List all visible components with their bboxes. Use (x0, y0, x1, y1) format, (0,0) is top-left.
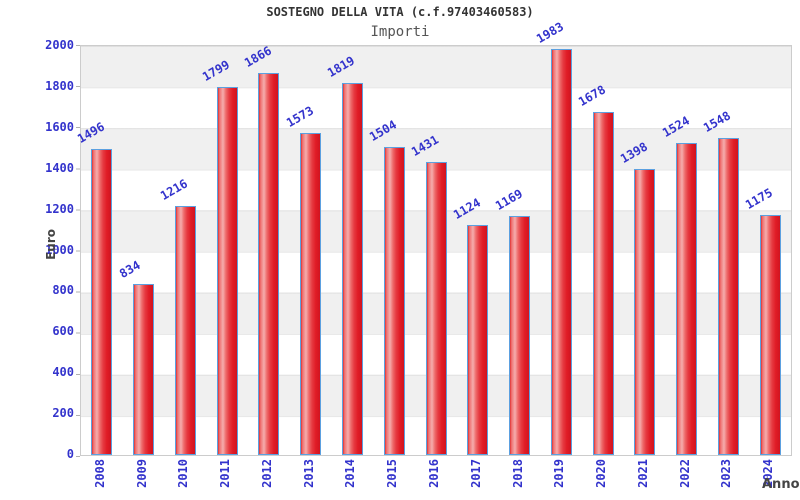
x-tick-label: 2021 (635, 459, 650, 488)
x-tick-label: 2012 (259, 459, 274, 488)
bar-value-label: 1431 (409, 132, 442, 159)
y-axis-title: Euro (44, 229, 58, 260)
chart-title: SOSTEGNO DELLA VITA (c.f.97403460583) (266, 5, 534, 19)
y-tick-label: 400 (52, 365, 74, 380)
x-tick-label: 2010 (176, 459, 191, 488)
bar-2015 (383, 147, 405, 455)
bar-value-label: 1548 (701, 108, 734, 135)
bar-value-label: 1169 (492, 186, 525, 213)
bar-2018 (509, 216, 531, 455)
bar-value-label: 1398 (617, 139, 650, 166)
x-tick-label: 2016 (427, 459, 441, 488)
bar-value-label: 1678 (576, 82, 609, 109)
bar-2020 (592, 112, 614, 455)
bar-value-label: 1819 (325, 53, 358, 80)
y-tick-label: 2000 (45, 38, 74, 52)
y-tick-label: 1400 (45, 160, 74, 175)
x-tick-label: 2008 (92, 459, 107, 488)
y-tick-label: 1600 (45, 119, 74, 134)
x-tick-label: 2019 (552, 459, 567, 488)
plot-area: 1496 834 1216 1799 1866 1573 1819 1504 1431 1124 1… (75, 19, 792, 456)
bar-2012 (258, 73, 280, 455)
bar-value-label: 1216 (158, 176, 191, 203)
x-axis-title: Anno (762, 477, 800, 492)
bar-2016 (425, 162, 447, 455)
bar-2019 (550, 49, 572, 455)
bar-2021 (634, 169, 656, 455)
chart-subtitle: Importi (370, 24, 430, 40)
y-tick-label: 1800 (45, 78, 74, 93)
x-tick-label: 2023 (719, 459, 734, 488)
bar-value-label: 1496 (74, 119, 107, 146)
bar-2010 (174, 206, 196, 455)
y-tick-label: 800 (52, 283, 74, 298)
bar-2008 (91, 149, 113, 455)
bar-2023 (717, 138, 739, 455)
bar-2017 (467, 225, 489, 455)
y-tick-label: 600 (52, 324, 74, 339)
x-tick-label: 2022 (677, 459, 692, 488)
bar-2013 (300, 133, 322, 455)
bar-value-label: 1799 (200, 57, 233, 84)
bar-value-label: 1573 (283, 103, 316, 130)
x-tick-label: 2020 (594, 459, 609, 488)
x-tick-label: 2013 (301, 459, 316, 488)
bar-value-label: 1524 (659, 113, 692, 140)
x-tick-label: 2018 (510, 459, 525, 488)
bar-value-label: 1124 (450, 195, 483, 222)
x-tick-label: 2015 (385, 459, 400, 488)
y-tick-label: 1000 (45, 242, 74, 257)
y-tick-label: 200 (52, 406, 74, 421)
x-tick-label: 2014 (343, 459, 358, 488)
bar-value-label: 834 (116, 258, 143, 281)
bar-2024 (759, 215, 781, 455)
y-tick-label: 1200 (45, 201, 74, 216)
bar-value-label: 1175 (743, 185, 776, 212)
x-tick-label: 2011 (218, 459, 233, 488)
bar-value-label: 1866 (241, 43, 274, 70)
bar-2014 (341, 83, 363, 455)
bar-2009 (133, 284, 155, 455)
x-tick-label: 2009 (134, 459, 149, 488)
bar-2011 (216, 87, 238, 455)
bar-value-label: 1504 (367, 117, 400, 144)
y-axis-tick-marks (76, 45, 80, 457)
x-tick-label: 2017 (468, 459, 483, 488)
y-tick-label: 0 (66, 447, 74, 461)
bar-2022 (676, 143, 698, 455)
